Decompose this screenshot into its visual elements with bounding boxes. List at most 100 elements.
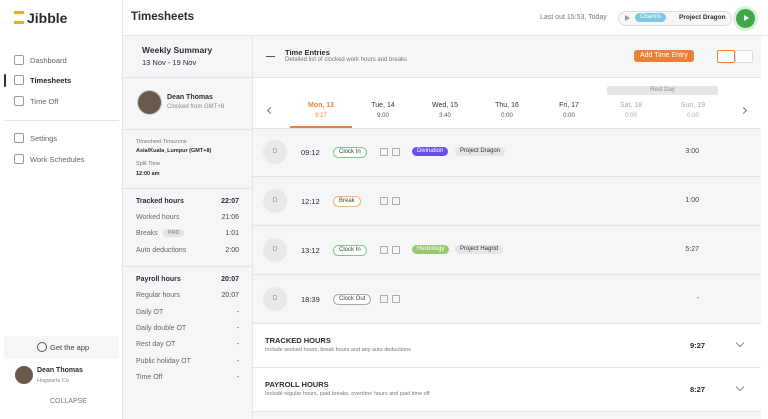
- get-app-icon: [37, 342, 47, 352]
- member-avatar: [137, 90, 162, 115]
- note-icon[interactable]: [380, 197, 388, 205]
- day-hours: 0:00: [563, 113, 575, 120]
- entry-type: Clock In: [333, 245, 367, 257]
- project-tag: Project Dragon: [455, 147, 506, 157]
- nav-active: [4, 74, 6, 87]
- calendar-view-button[interactable]: [735, 50, 753, 63]
- entry-row[interactable]: [253, 177, 761, 226]
- divider: [253, 77, 761, 78]
- summary-value: 20:07: [221, 291, 239, 299]
- last-out: Last out 15:53, Today: [540, 13, 607, 21]
- day-label[interactable]: Fri, 17: [559, 101, 579, 109]
- divider: [123, 188, 253, 189]
- page-title: Timesheets: [131, 11, 195, 24]
- nav-icon: [14, 133, 24, 143]
- note-icon[interactable]: [380, 148, 388, 156]
- nav-icon: [14, 75, 24, 85]
- nav-item[interactable]: Work Schedules: [30, 154, 85, 164]
- nav-item[interactable]: Dashboard: [30, 55, 67, 65]
- nav-item[interactable]: Time Off: [30, 96, 59, 106]
- summary-label: Tracked hours: [136, 197, 184, 205]
- entry-row[interactable]: [253, 128, 761, 177]
- day-label[interactable]: Mon, 13: [307, 101, 335, 109]
- user-avatar: [15, 366, 33, 384]
- summary-value: -: [236, 324, 239, 332]
- day-label[interactable]: Sat, 18: [619, 101, 643, 109]
- entry-row[interactable]: [253, 226, 761, 275]
- summary-value: 1:01: [225, 229, 239, 237]
- entries-subtitle: Detailed list of clocked work hours and …: [285, 57, 408, 64]
- activity-tag: Divination: [412, 147, 449, 157]
- day-hours: 0:00: [625, 113, 637, 120]
- project-name: Project Dragon: [679, 14, 726, 22]
- totals-title: PAYROLL HOURS: [265, 379, 329, 389]
- collapse[interactable]: COLLAPSE: [50, 397, 87, 405]
- map-icon[interactable]: [392, 295, 400, 303]
- entry-time: 12:12: [301, 196, 320, 206]
- divider: [253, 128, 761, 129]
- get-app[interactable]: Get the app: [50, 342, 90, 352]
- entry-type: Clock In: [333, 147, 367, 159]
- summary-value: 20:07: [221, 275, 239, 283]
- day-hours: 9:00: [377, 113, 389, 120]
- nav-divider: [4, 120, 119, 121]
- summary-value: -: [236, 373, 239, 381]
- day-label[interactable]: Thu, 16: [495, 101, 519, 109]
- nav-item[interactable]: Settings: [30, 133, 58, 143]
- note-icon[interactable]: [380, 246, 388, 254]
- note-icon[interactable]: [380, 295, 388, 303]
- split: 12:00 am: [136, 170, 160, 177]
- summary-value: -: [236, 308, 239, 316]
- entry-type: Clock Out: [333, 294, 372, 306]
- nav-item[interactable]: Timesheets: [30, 75, 72, 85]
- get-app-bar[interactable]: [4, 336, 119, 359]
- member-note: Clocked from GMT+8: [167, 104, 225, 111]
- nav-icon: [14, 154, 24, 164]
- paid-badge: PAID: [163, 229, 185, 237]
- summary-label: Time Off: [136, 373, 163, 381]
- summary-label: Regular hours: [136, 291, 180, 299]
- project-tag: Project Hagrid: [455, 245, 504, 255]
- activity-tag: Herbology: [412, 245, 450, 255]
- divider: [123, 129, 253, 130]
- back-arrow[interactable]: [266, 56, 275, 57]
- entry-duration: 3:00: [685, 147, 699, 155]
- map-icon[interactable]: [392, 246, 400, 254]
- activity-tag: Charms: [635, 13, 667, 23]
- map-icon[interactable]: [392, 148, 400, 156]
- entry-avatar: D: [263, 238, 287, 262]
- entry-avatar: D: [263, 189, 287, 213]
- timezone-label: Timesheet Timezone: [136, 138, 187, 145]
- totals-title: TRACKED HOURS: [265, 335, 331, 345]
- add-entry-button[interactable]: Add Time Entry: [634, 50, 694, 63]
- list-view-button[interactable]: [717, 50, 735, 63]
- nav-icon: [14, 55, 24, 65]
- totals-row[interactable]: [253, 368, 761, 412]
- summary-label: Public holiday OT: [136, 357, 191, 365]
- logo-icon: [14, 11, 24, 24]
- entry-time: 18:39: [301, 294, 320, 304]
- user-name: Dean Thomas: [37, 366, 83, 374]
- summary-label: Auto deductions: [136, 246, 187, 254]
- summary-label: Rest day OT: [136, 340, 176, 348]
- day-label[interactable]: Sun, 19: [680, 101, 706, 109]
- divider: [123, 266, 253, 267]
- entry-time: 09:12: [301, 147, 320, 157]
- summary-label: Daily OT: [136, 308, 164, 316]
- map-icon[interactable]: [392, 197, 400, 205]
- entry-row[interactable]: [253, 275, 761, 324]
- entries-title: Time Entries: [285, 47, 330, 57]
- entry-duration: 5:27: [685, 245, 699, 253]
- day-underline: [290, 126, 352, 128]
- totals-note: Include worked hours, break hours and an…: [265, 346, 411, 353]
- day-label[interactable]: Tue, 14: [371, 101, 395, 109]
- day-label[interactable]: Wed, 15: [432, 101, 458, 109]
- summary-range: 13 Nov - 19 Nov: [142, 57, 197, 67]
- day-hours: 3:40: [439, 113, 451, 120]
- entry-avatar: D: [263, 287, 287, 311]
- entry-time: 13:12: [301, 245, 320, 255]
- play-small: [625, 15, 630, 21]
- totals-row[interactable]: [253, 324, 761, 368]
- rest-day-label: Rest Day: [607, 86, 718, 96]
